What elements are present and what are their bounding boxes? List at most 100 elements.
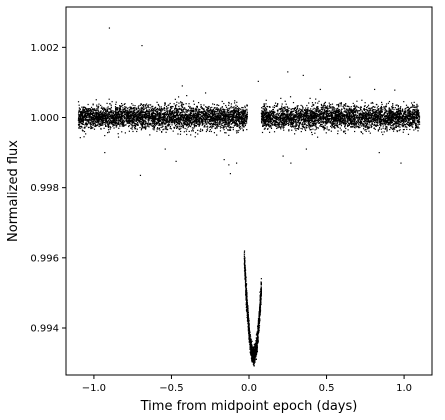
data-point [111, 121, 113, 124]
data-point [206, 111, 208, 113]
data-point [81, 123, 83, 125]
data-point [107, 114, 109, 116]
data-point [165, 122, 167, 124]
data-point [111, 118, 113, 120]
data-point [201, 122, 203, 124]
data-point [193, 127, 195, 129]
data-point [377, 118, 379, 120]
data-point [211, 125, 213, 127]
data-point [217, 114, 219, 116]
data-point [82, 108, 84, 110]
data-point [147, 110, 149, 112]
data-point [90, 116, 92, 118]
data-point [244, 124, 247, 127]
data-point [246, 117, 248, 119]
data-point [135, 108, 137, 110]
data-point [221, 119, 223, 122]
data-point [309, 97, 311, 99]
data-point [154, 107, 156, 109]
data-point [90, 106, 93, 108]
data-point [314, 132, 316, 134]
data-point [99, 121, 101, 123]
data-point [103, 114, 105, 116]
data-point [141, 123, 143, 125]
data-point [212, 123, 214, 125]
data-point [99, 117, 102, 119]
data-point [142, 115, 144, 117]
data-point [108, 117, 110, 119]
data-point [182, 117, 184, 119]
data-point [219, 125, 221, 128]
data-point [79, 117, 82, 119]
data-point [113, 121, 115, 123]
data-point [100, 104, 102, 106]
data-point [91, 113, 93, 115]
data-point [195, 118, 198, 120]
data-point [89, 109, 92, 111]
data-point [153, 120, 155, 123]
data-point [133, 121, 135, 123]
data-point [138, 115, 140, 117]
data-point [101, 114, 104, 116]
data-point [186, 117, 188, 119]
data-point [262, 125, 264, 128]
data-point [96, 107, 98, 110]
data-point [303, 127, 305, 129]
data-point [95, 120, 97, 122]
data-point [232, 111, 234, 113]
data-point [82, 119, 85, 121]
data-point [184, 127, 186, 130]
data-point [104, 114, 106, 116]
data-point [376, 124, 378, 127]
data-point [242, 109, 244, 111]
data-point [390, 110, 392, 112]
data-point [163, 108, 166, 110]
data-point [123, 110, 125, 113]
data-point [136, 121, 139, 124]
data-point [134, 124, 136, 126]
data-point [100, 112, 103, 115]
data-point [234, 124, 236, 126]
data-point [110, 122, 112, 124]
data-point [92, 116, 94, 118]
data-point [188, 123, 190, 126]
data-point [349, 108, 351, 111]
data-point [304, 128, 306, 130]
data-point [84, 118, 86, 120]
data-point [113, 119, 115, 122]
data-point [165, 120, 167, 122]
data-point [80, 113, 82, 115]
data-point [315, 119, 317, 121]
data-point [114, 118, 116, 120]
data-point [338, 103, 340, 105]
data-point [133, 110, 135, 112]
data-point [81, 127, 83, 129]
data-point [96, 115, 98, 117]
data-point [130, 107, 133, 110]
data-point [190, 122, 192, 124]
data-point [98, 111, 100, 113]
data-point [180, 125, 183, 127]
data-point [102, 107, 105, 109]
data-point [89, 119, 92, 121]
data-point [374, 119, 376, 122]
data-point [166, 109, 168, 111]
data-point [182, 106, 184, 109]
data-point [115, 113, 117, 116]
data-point [199, 114, 202, 116]
data-point [344, 113, 346, 116]
data-point [176, 110, 178, 112]
data-point [178, 107, 180, 110]
data-point [155, 123, 157, 125]
data-point [218, 110, 220, 112]
data-point [152, 121, 154, 123]
data-point [101, 124, 103, 126]
data-point [307, 117, 309, 119]
data-point [202, 115, 204, 117]
data-point [324, 101, 327, 103]
data-point [230, 110, 232, 112]
data-point [144, 120, 146, 122]
data-point [300, 108, 302, 111]
data-point [185, 116, 187, 118]
data-point [215, 123, 217, 126]
